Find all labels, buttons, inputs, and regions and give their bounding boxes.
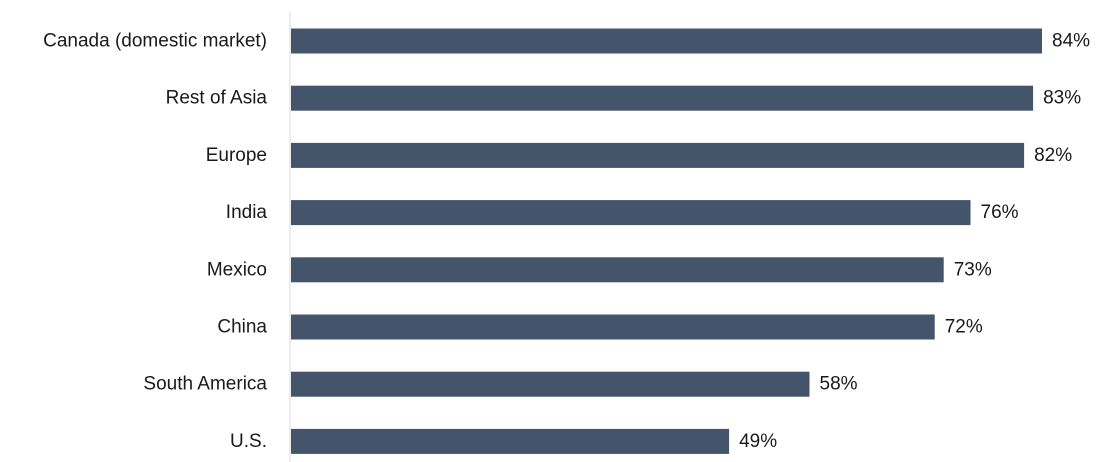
value-label: 84% bbox=[1052, 31, 1090, 52]
value-label: 49% bbox=[739, 431, 777, 452]
value-label: 82% bbox=[1034, 145, 1072, 166]
bar bbox=[291, 142, 1025, 168]
value-label: 73% bbox=[954, 259, 992, 280]
bar bbox=[291, 371, 810, 397]
bar bbox=[291, 428, 730, 454]
category-label: U.S. bbox=[230, 431, 267, 452]
bar bbox=[291, 85, 1034, 111]
category-label: Rest of Asia bbox=[166, 88, 268, 109]
bars-group: Canada (domestic market) 84% Rest of Asia 8… bbox=[43, 28, 1090, 454]
bar bbox=[291, 200, 971, 226]
category-label: Mexico bbox=[207, 259, 267, 280]
category-label: Europe bbox=[206, 145, 267, 166]
value-label: 58% bbox=[820, 374, 858, 395]
bar bbox=[291, 257, 944, 283]
category-label: South America bbox=[143, 374, 267, 395]
bar bbox=[291, 28, 1042, 54]
category-label: Canada (domestic market) bbox=[43, 31, 267, 52]
bar bbox=[291, 314, 935, 340]
category-label: China bbox=[217, 317, 267, 338]
value-label: 72% bbox=[945, 317, 983, 338]
value-label: 76% bbox=[981, 202, 1019, 223]
category-label: India bbox=[226, 202, 268, 223]
value-label: 83% bbox=[1043, 88, 1081, 109]
